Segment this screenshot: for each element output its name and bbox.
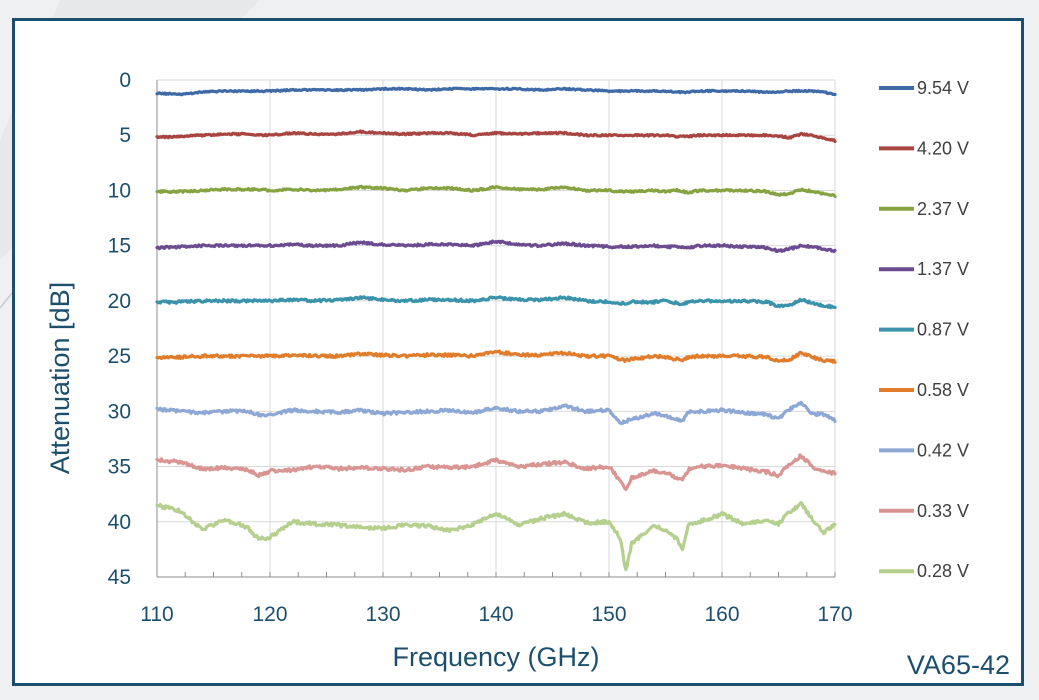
legend: 9.54 V 4.20 V 2.37 V 1.37 V 0.87 V 0.58 V 0.42…: [879, 78, 969, 581]
y-tick-label: 35: [108, 456, 131, 479]
series-line: [155, 184, 837, 199]
x-tick-label: 130: [365, 603, 400, 626]
legend-label: 1.37 V: [917, 259, 969, 279]
legend-label: 0.58 V: [917, 380, 969, 400]
y-tick-label: 10: [108, 179, 131, 202]
y-axis-title: Attenuation [dB]: [45, 282, 75, 474]
x-axis-ticks: 110 120 130 140 150 160 170: [140, 603, 852, 626]
series-line: [155, 501, 837, 572]
chart-watermark: VA65-42: [907, 650, 1010, 680]
grid-lines: [156, 79, 836, 578]
y-tick-label: 30: [108, 400, 131, 423]
series-line: [155, 86, 837, 97]
series-line: [155, 453, 837, 492]
axes: [156, 80, 836, 578]
x-tick-label: 110: [140, 603, 173, 626]
y-tick-label: 0: [119, 69, 131, 92]
y-tick-label: 15: [108, 235, 131, 258]
legend-label: 4.20 V: [917, 138, 969, 158]
x-axis-title: Frequency (GHz): [392, 642, 599, 672]
legend-label: 9.54 V: [917, 78, 969, 98]
chart-frame: [12, 18, 1024, 686]
legend-label: 0.28 V: [917, 561, 969, 581]
y-tick-label: 25: [108, 345, 131, 368]
y-tick-label: 5: [119, 124, 131, 147]
series-line: [155, 239, 837, 254]
series-line: [155, 349, 837, 364]
legend-label: 0.87 V: [917, 320, 969, 340]
x-tick-label: 150: [591, 603, 626, 626]
y-tick-label: 40: [108, 511, 131, 534]
legend-label: 0.33 V: [917, 501, 969, 521]
data-series: [155, 86, 837, 572]
legend-label: 2.37 V: [917, 199, 969, 219]
y-axis-ticks: 0 5 10 15 20 25 30 35 40 45: [108, 69, 131, 589]
x-tick-label: 170: [817, 603, 852, 626]
x-tick-label: 160: [704, 603, 739, 626]
y-tick-label: 45: [108, 566, 131, 589]
legend-label: 0.42 V: [917, 440, 969, 460]
y-tick-label: 20: [108, 290, 131, 313]
series-line: [155, 295, 837, 310]
series-line: [155, 129, 837, 144]
x-tick-label: 140: [478, 603, 513, 626]
x-tick-label: 120: [252, 603, 287, 626]
series-line: [155, 400, 837, 426]
